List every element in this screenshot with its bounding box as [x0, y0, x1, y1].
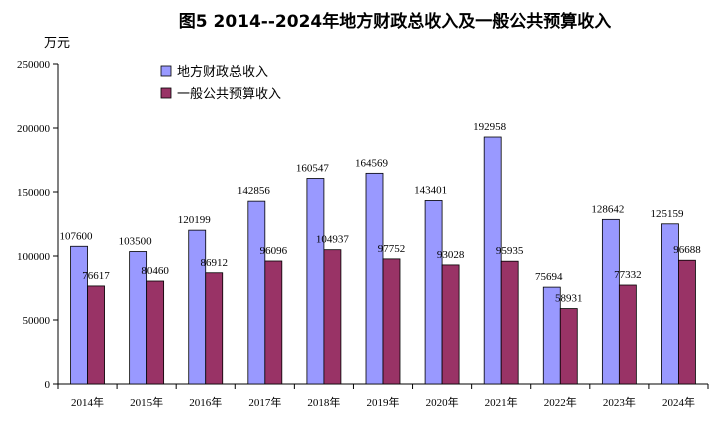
bar-series-2 [441, 264, 460, 385]
x-tick-label: 2016年 [189, 395, 222, 409]
y-tick-label: 150000 [17, 187, 51, 199]
bar-series-1 [247, 200, 266, 385]
legend-swatch [160, 87, 172, 99]
data-label-series-2: 104937 [316, 234, 350, 246]
data-label-series-1: 164569 [355, 157, 389, 169]
bar-series-2 [618, 284, 637, 385]
data-labels: 107600 76617 103500 80460 120199 86912 142856 9… [60, 121, 702, 305]
bar-series-2 [205, 272, 224, 385]
legend-label: 一般公共预算收入 [177, 86, 281, 102]
axes: 0 50000 100000 150000 200000 250000 2014年 2015年… [17, 59, 709, 409]
x-tick-label: 2022年 [544, 395, 577, 409]
bar-series-2 [323, 249, 342, 385]
chart-title: 图5 2014--2024年地方财政总收入及一般公共预算收入 [179, 11, 612, 32]
data-label-series-1: 128642 [591, 203, 624, 215]
legend-swatch [160, 65, 172, 77]
data-label-series-2: 96096 [260, 245, 288, 257]
x-tick-label: 2024年 [662, 395, 695, 409]
bar-series-2 [559, 308, 578, 385]
data-label-series-2: 93028 [437, 249, 465, 261]
bars [70, 136, 696, 385]
bar-series-1 [483, 136, 502, 385]
data-label-series-2: 76617 [82, 270, 110, 282]
bar-series-2 [87, 285, 105, 385]
data-label-series-1: 107600 [60, 230, 94, 242]
y-tick-label: 50000 [23, 315, 51, 327]
bar-series-1 [601, 218, 620, 385]
legend-label: 地方财政总收入 [177, 64, 268, 80]
bar-series-2 [382, 258, 401, 385]
bar-series-2 [146, 280, 165, 385]
data-label-series-2: 95935 [496, 245, 524, 257]
y-axis-unit: 万元 [44, 36, 70, 51]
x-tick-label: 2021年 [485, 395, 518, 409]
data-label-series-1: 143401 [414, 184, 447, 196]
data-label-series-1: 192958 [473, 121, 507, 133]
data-label-series-2: 86912 [200, 257, 228, 269]
y-tick-label: 0 [45, 379, 51, 391]
data-label-series-2: 80460 [141, 265, 169, 277]
data-label-series-1: 160547 [296, 162, 330, 174]
data-label-series-2: 77332 [614, 269, 642, 281]
bar-series-2 [678, 259, 696, 385]
data-label-series-1: 125159 [650, 208, 684, 220]
x-tick-label: 2017年 [248, 395, 281, 409]
bar-series-1 [365, 172, 384, 385]
x-tick-label: 2014年 [71, 395, 104, 409]
data-label-series-1: 142856 [237, 185, 271, 197]
y-tick-label: 250000 [17, 59, 51, 71]
y-tick-label: 200000 [17, 123, 51, 135]
x-tick-label: 2019年 [367, 395, 400, 409]
data-label-series-1: 120199 [178, 214, 212, 226]
x-tick-label: 2018年 [307, 395, 340, 409]
bar-series-1 [424, 200, 443, 385]
bar-series-2 [264, 260, 283, 385]
bar-series-1 [70, 245, 88, 385]
x-tick-label: 2015年 [130, 395, 163, 409]
x-tick-label: 2020年 [426, 395, 459, 409]
data-label-series-1: 103500 [119, 236, 153, 248]
bar-series-1 [306, 178, 325, 385]
data-label-series-1: 75694 [535, 271, 563, 283]
bar-series-2 [500, 260, 519, 385]
x-tick-label: 2023年 [603, 395, 636, 409]
bar-series-1 [188, 229, 207, 385]
y-tick-label: 100000 [17, 251, 51, 263]
data-label-series-2: 96688 [673, 244, 701, 256]
data-label-series-2: 58931 [555, 293, 583, 305]
data-label-series-2: 97752 [378, 243, 406, 255]
